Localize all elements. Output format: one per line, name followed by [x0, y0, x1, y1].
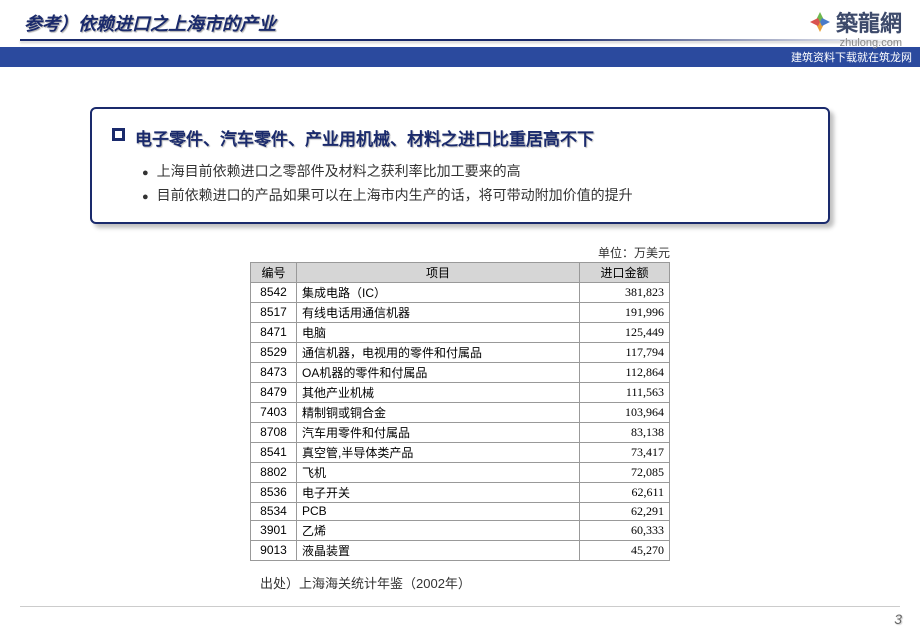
logo: 築龍網 [808, 6, 902, 38]
cell-amount: 191,996 [580, 302, 670, 322]
cell-code: 8534 [251, 502, 297, 520]
cell-item: 真空管,半导体类产品 [297, 442, 580, 462]
cell-amount: 72,085 [580, 462, 670, 482]
bullet-square-icon [112, 128, 125, 141]
table-row: 8473OA机器的零件和付属品112,864 [251, 362, 670, 382]
data-table: 编号项目进口金额 8542集成电路（IC）381,8238517有线电话用通信机… [250, 262, 670, 561]
cell-code: 8536 [251, 482, 297, 502]
cell-code: 8471 [251, 322, 297, 342]
table-header-row: 编号项目进口金额 [251, 262, 670, 282]
table-row: 8534PCB62,291 [251, 502, 670, 520]
table-row: 8529通信机器，电视用的零件和付属品117,794 [251, 342, 670, 362]
table-header-cell: 进口金额 [580, 262, 670, 282]
header: 参考）依赖进口之上海市的产业 築龍網 zhulong.com [0, 0, 920, 45]
cell-amount: 62,611 [580, 482, 670, 502]
cell-code: 9013 [251, 540, 297, 560]
summary-box: 电子零件、汽车零件、产业用机械、材料之进口比重居高不下 上海目前依赖进口之零部件… [90, 107, 830, 224]
source-label: 出处）上海海关统计年鉴（2002年） [250, 573, 670, 592]
cell-amount: 45,270 [580, 540, 670, 560]
cell-item: OA机器的零件和付属品 [297, 362, 580, 382]
logo-sub: zhulong.com [808, 37, 902, 49]
table-row: 8541真空管,半导体类产品73,417 [251, 442, 670, 462]
cell-amount: 73,417 [580, 442, 670, 462]
cell-item: 精制铜或铜合金 [297, 402, 580, 422]
cell-code: 7403 [251, 402, 297, 422]
table-header-cell: 编号 [251, 262, 297, 282]
table-row: 8802飞机72,085 [251, 462, 670, 482]
page-title: 参考）依赖进口之上海市的产业 [20, 10, 900, 36]
cell-item: 乙烯 [297, 520, 580, 540]
cell-item: 电脑 [297, 322, 580, 342]
cell-item: 有线电话用通信机器 [297, 302, 580, 322]
table-row: 9013液晶装置45,270 [251, 540, 670, 560]
table-row: 8517有线电话用通信机器191,996 [251, 302, 670, 322]
cell-item: 汽车用零件和付属品 [297, 422, 580, 442]
cell-item: 集成电路（IC） [297, 282, 580, 302]
cell-code: 8517 [251, 302, 297, 322]
cell-amount: 117,794 [580, 342, 670, 362]
summary-bullet: 目前依赖进口的产品如果可以在上海市内生产的话，将可带动附加价值的提升 [142, 184, 808, 208]
summary-heading: 电子零件、汽车零件、产业用机械、材料之进口比重居高不下 [112, 125, 808, 150]
cell-code: 8542 [251, 282, 297, 302]
cell-item: 通信机器，电视用的零件和付属品 [297, 342, 580, 362]
table-body: 8542集成电路（IC）381,8238517有线电话用通信机器191,9968… [251, 282, 670, 560]
table-row: 8471电脑125,449 [251, 322, 670, 342]
cell-code: 8473 [251, 362, 297, 382]
table-row: 3901乙烯60,333 [251, 520, 670, 540]
cell-item: 飞机 [297, 462, 580, 482]
cell-code: 3901 [251, 520, 297, 540]
cell-code: 8708 [251, 422, 297, 442]
page-number: 3 [894, 611, 902, 627]
summary-bullets: 上海目前依赖进口之零部件及材料之获利率比加工要来的高目前依赖进口的产品如果可以在… [112, 160, 808, 208]
logo-box: 築龍網 zhulong.com [808, 6, 902, 49]
cell-amount: 62,291 [580, 502, 670, 520]
cell-amount: 125,449 [580, 322, 670, 342]
logo-icon [808, 10, 832, 34]
table-row: 7403精制铜或铜合金103,964 [251, 402, 670, 422]
cell-amount: 60,333 [580, 520, 670, 540]
summary-heading-text: 电子零件、汽车零件、产业用机械、材料之进口比重居高不下 [135, 125, 594, 150]
cell-item: 电子开关 [297, 482, 580, 502]
cell-amount: 83,138 [580, 422, 670, 442]
logo-text: 築龍網 [836, 6, 902, 38]
table-row: 8479其他产业机械111,563 [251, 382, 670, 402]
cell-item: 液晶装置 [297, 540, 580, 560]
table-row: 8536电子开关62,611 [251, 482, 670, 502]
cell-amount: 112,864 [580, 362, 670, 382]
table-row: 8708汽车用零件和付属品83,138 [251, 422, 670, 442]
cell-code: 8479 [251, 382, 297, 402]
cell-amount: 103,964 [580, 402, 670, 422]
footer-line [20, 606, 900, 607]
table-header-cell: 项目 [297, 262, 580, 282]
summary-bullet: 上海目前依赖进口之零部件及材料之获利率比加工要来的高 [142, 160, 808, 184]
table-row: 8542集成电路（IC）381,823 [251, 282, 670, 302]
banner: 建筑资料下载就在筑龙网 [0, 47, 920, 67]
cell-code: 8541 [251, 442, 297, 462]
title-underline [20, 39, 900, 41]
table-wrap: 单位：万美元 编号项目进口金额 8542集成电路（IC）381,8238517有… [250, 244, 670, 561]
cell-item: PCB [297, 502, 580, 520]
cell-code: 8802 [251, 462, 297, 482]
cell-code: 8529 [251, 342, 297, 362]
cell-item: 其他产业机械 [297, 382, 580, 402]
cell-amount: 111,563 [580, 382, 670, 402]
unit-label: 单位：万美元 [250, 244, 670, 261]
cell-amount: 381,823 [580, 282, 670, 302]
